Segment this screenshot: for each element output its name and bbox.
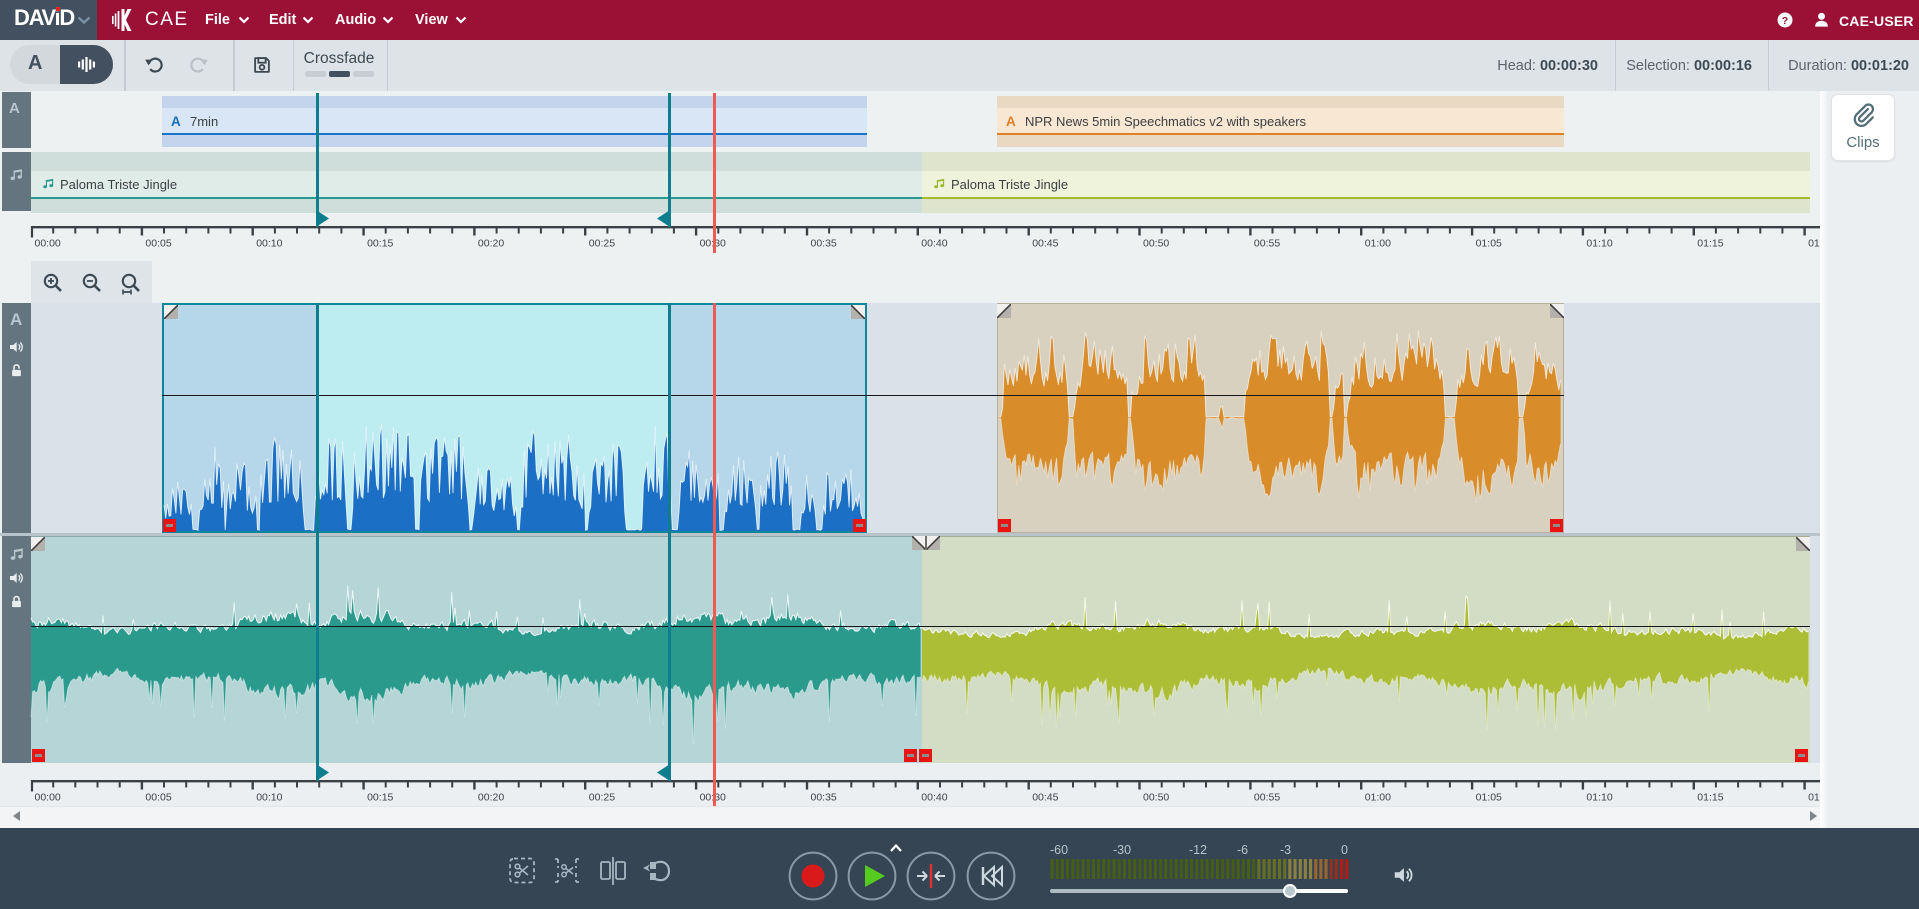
svg-text:00:45: 00:45 [1032,238,1058,250]
svg-text:01:10: 01:10 [1586,792,1612,804]
svg-text:00:40: 00:40 [921,238,947,250]
svg-text:01:15: 01:15 [1697,792,1723,804]
svg-text:00:35: 00:35 [811,238,837,250]
svg-text:00:00: 00:00 [35,238,61,250]
svg-text:00:50: 00:50 [1143,238,1169,250]
svg-text:00:25: 00:25 [589,238,615,250]
svg-text:00:55: 00:55 [1254,238,1280,250]
svg-text:00:05: 00:05 [145,792,171,804]
svg-text:00:05: 00:05 [145,238,171,250]
svg-text:00:55: 00:55 [1254,792,1280,804]
svg-text:00:35: 00:35 [811,792,837,804]
svg-text:01:20: 01:20 [1808,238,1820,250]
svg-text:00:40: 00:40 [921,792,947,804]
svg-text:01:05: 01:05 [1476,792,1502,804]
svg-text:00:30: 00:30 [700,238,726,250]
svg-text:00:30: 00:30 [700,792,726,804]
svg-text:01:20: 01:20 [1808,792,1820,804]
svg-text:00:10: 00:10 [256,792,282,804]
svg-text:00:25: 00:25 [589,792,615,804]
svg-text:00:20: 00:20 [478,238,504,250]
svg-text:01:10: 01:10 [1586,238,1612,250]
svg-text:01:15: 01:15 [1697,238,1723,250]
svg-text:00:10: 00:10 [256,238,282,250]
svg-text:00:45: 00:45 [1032,792,1058,804]
svg-text:00:00: 00:00 [35,792,61,804]
svg-text:01:00: 01:00 [1365,792,1391,804]
svg-text:01:05: 01:05 [1476,238,1502,250]
svg-text:00:15: 00:15 [367,238,393,250]
svg-text:?: ? [1782,15,1788,27]
svg-text:01:00: 01:00 [1365,238,1391,250]
svg-text:00:15: 00:15 [367,792,393,804]
svg-text:00:20: 00:20 [478,792,504,804]
svg-text:00:50: 00:50 [1143,792,1169,804]
